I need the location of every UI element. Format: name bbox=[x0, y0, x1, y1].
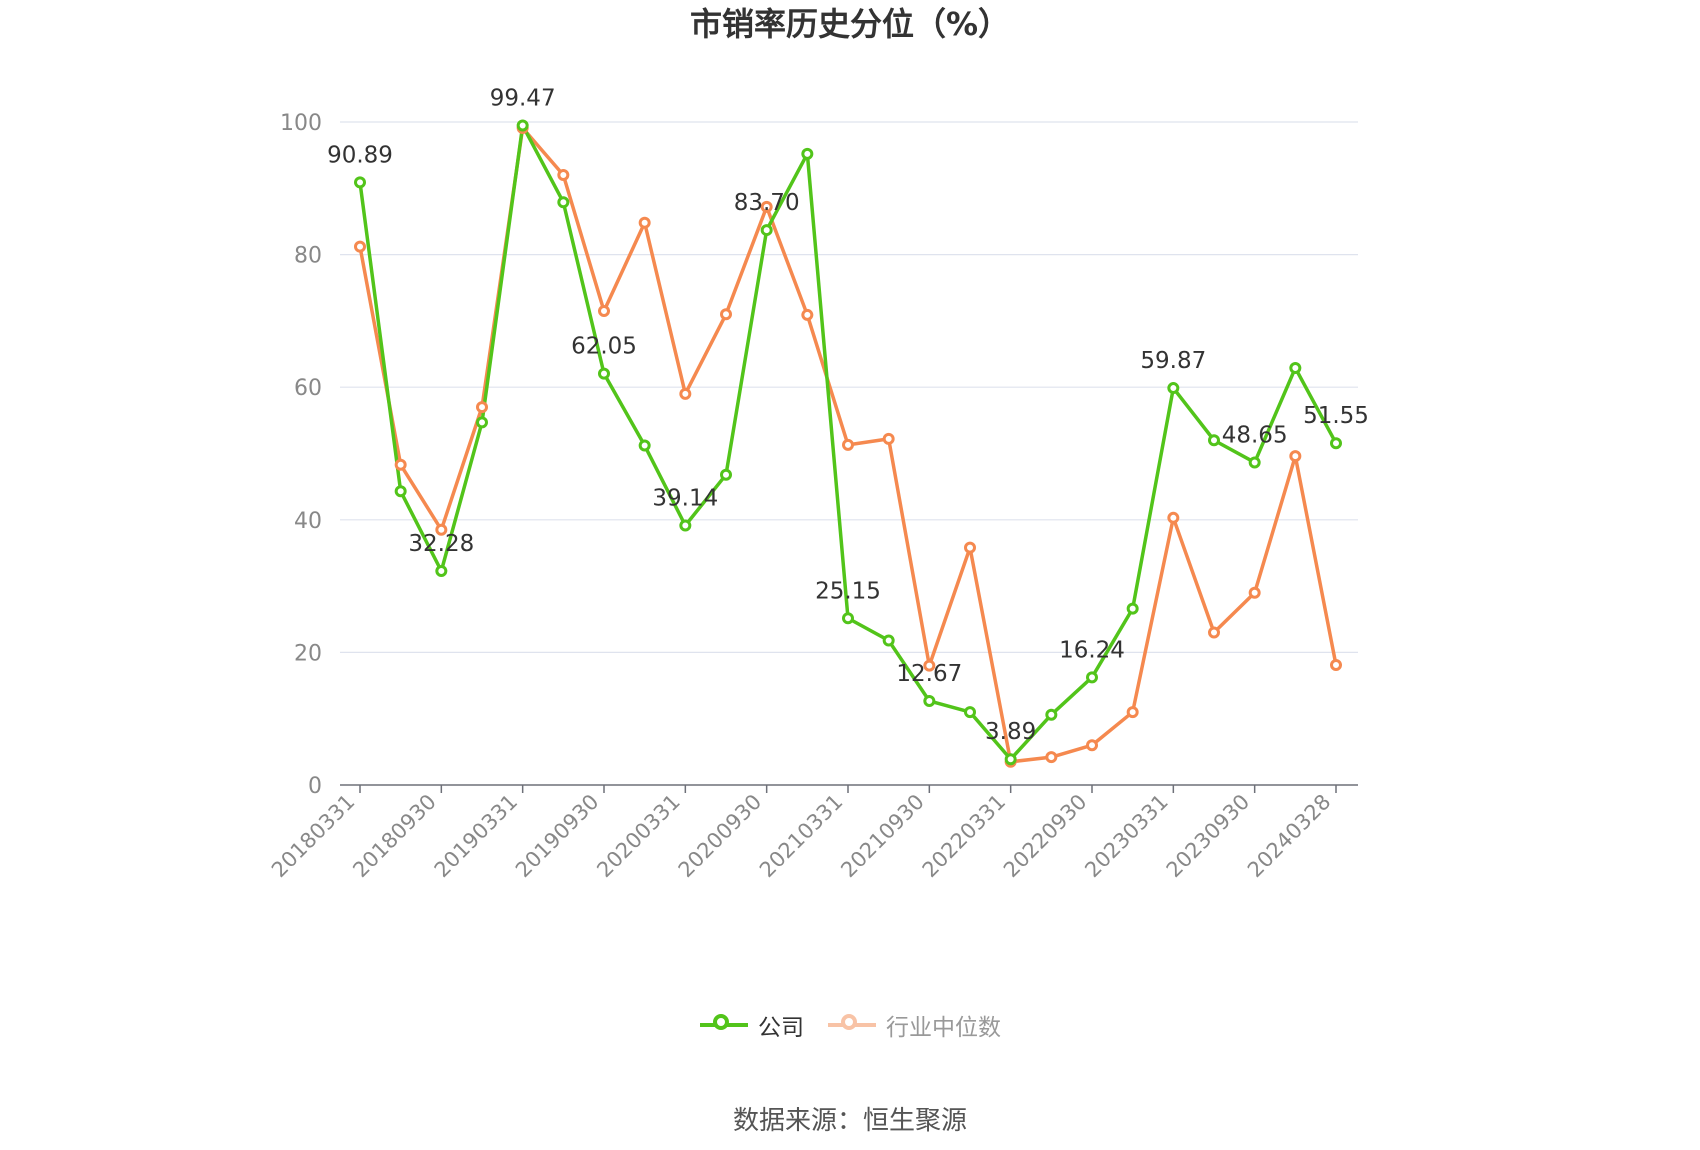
data-point-industry-median bbox=[476, 401, 488, 414]
x-tick-label: 20210331 bbox=[755, 790, 848, 883]
data-label: 16.24 bbox=[1059, 637, 1125, 663]
legend-swatch-company bbox=[700, 1014, 748, 1030]
data-label: 39.14 bbox=[652, 486, 718, 512]
data-point-company bbox=[1004, 753, 1017, 766]
data-points bbox=[354, 119, 1342, 768]
data-point-company bbox=[638, 439, 651, 452]
data-point-company bbox=[1126, 602, 1139, 615]
data-point-company bbox=[882, 634, 895, 647]
data-point-industry-median bbox=[801, 308, 814, 321]
chart-title: 市销率历史分位（%） bbox=[689, 5, 1011, 43]
data-label: 83.70 bbox=[734, 190, 800, 216]
data-label: 62.05 bbox=[571, 334, 637, 360]
data-point-company bbox=[1045, 708, 1058, 721]
data-point-company bbox=[679, 519, 692, 532]
data-point-industry-median bbox=[1330, 658, 1342, 671]
x-tick-label: 20180331 bbox=[267, 790, 360, 883]
data-point-industry-median bbox=[435, 523, 448, 536]
legend-swatch-industry-median bbox=[828, 1014, 876, 1030]
legend-marker-icon bbox=[841, 1014, 857, 1030]
data-point-company bbox=[1167, 382, 1180, 395]
data-point-company bbox=[842, 612, 854, 625]
data-point-industry-median bbox=[964, 541, 976, 554]
y-tick-label: 20 bbox=[294, 641, 322, 666]
data-point-company bbox=[476, 416, 488, 429]
legend-label-company: 公司 bbox=[758, 1015, 804, 1041]
data-point-company bbox=[354, 176, 366, 189]
data-point-company bbox=[760, 224, 773, 237]
data-source-note: 数据来源：恒生聚源 bbox=[732, 1106, 967, 1136]
data-point-industry-median bbox=[882, 432, 895, 445]
data-point-industry-median bbox=[354, 240, 366, 253]
data-point-industry-median bbox=[1208, 626, 1220, 639]
data-point-company bbox=[923, 694, 936, 707]
legend-item-industry-median[interactable]: 行业中位数 bbox=[828, 1008, 1001, 1042]
x-tick-label: 20220930 bbox=[999, 790, 1092, 883]
data-point-industry-median bbox=[842, 438, 854, 451]
data-label: 99.47 bbox=[490, 86, 556, 112]
data-point-industry-median bbox=[1248, 586, 1261, 599]
data-point-company bbox=[1248, 456, 1261, 469]
x-tick-label: 20200331 bbox=[592, 790, 685, 883]
x-tick-label: 20190331 bbox=[430, 790, 523, 883]
data-point-industry-median bbox=[638, 216, 651, 229]
chart-legend: 公司 行业中位数 bbox=[700, 1008, 1025, 1042]
y-tick-label: 60 bbox=[294, 376, 322, 401]
x-tick-label: 20200930 bbox=[674, 790, 767, 883]
data-point-industry-median bbox=[394, 458, 407, 471]
data-point-industry-median bbox=[679, 387, 692, 400]
data-point-company bbox=[394, 485, 407, 498]
data-label: 48.65 bbox=[1222, 422, 1288, 448]
x-tick-label: 20210930 bbox=[836, 790, 929, 883]
y-tick-label: 100 bbox=[280, 111, 322, 136]
data-label: 12.67 bbox=[896, 661, 962, 687]
legend-marker-icon bbox=[713, 1014, 729, 1030]
data-point-industry-median bbox=[598, 304, 610, 317]
data-point-industry-median bbox=[1289, 450, 1302, 463]
y-tick-label: 80 bbox=[294, 244, 322, 269]
data-point-company bbox=[1086, 671, 1098, 684]
data-labels: 90.89 32.28 99.47 62.05 39.14 83.70 25.15 12.67… bbox=[327, 86, 1369, 746]
x-tick-label: 20230930 bbox=[1162, 790, 1255, 883]
data-point-industry-median bbox=[557, 169, 570, 182]
grid-lines bbox=[340, 121, 1358, 654]
x-tick-label: 20230331 bbox=[1080, 790, 1173, 883]
data-point-company bbox=[435, 564, 448, 577]
data-point-industry-median bbox=[1126, 706, 1139, 719]
x-tick-label: 20180930 bbox=[348, 790, 441, 883]
x-tick-label: 20190930 bbox=[511, 790, 604, 883]
data-point-company bbox=[1289, 361, 1302, 374]
data-label: 59.87 bbox=[1140, 348, 1206, 374]
data-point-industry-median bbox=[760, 200, 773, 213]
data-point-company bbox=[964, 706, 976, 719]
data-point-company bbox=[1330, 437, 1342, 450]
data-point-industry-median bbox=[1086, 739, 1098, 752]
data-point-industry-median bbox=[923, 659, 936, 672]
data-point-company bbox=[801, 147, 814, 160]
data-label: 51.55 bbox=[1303, 403, 1369, 429]
legend-label-industry-median: 行业中位数 bbox=[886, 1015, 1001, 1041]
data-label: 25.15 bbox=[815, 578, 881, 604]
data-label: 3.89 bbox=[985, 719, 1036, 745]
data-label: 90.89 bbox=[327, 142, 393, 168]
legend-item-company[interactable]: 公司 bbox=[700, 1008, 804, 1042]
data-point-company bbox=[516, 119, 529, 132]
data-label: 32.28 bbox=[408, 531, 474, 557]
data-point-company bbox=[1208, 434, 1220, 447]
data-point-company bbox=[598, 367, 610, 380]
y-tick-label: 0 bbox=[308, 774, 322, 799]
x-tick-label: 20240328 bbox=[1243, 790, 1336, 883]
y-tick-label: 40 bbox=[294, 509, 322, 534]
data-point-company bbox=[557, 196, 570, 209]
data-point-industry-median bbox=[1045, 751, 1058, 764]
data-point-industry-median bbox=[720, 308, 732, 321]
data-point-industry-median bbox=[1167, 511, 1180, 524]
x-tick-label: 20220331 bbox=[918, 790, 1011, 883]
data-point-company bbox=[720, 468, 732, 481]
